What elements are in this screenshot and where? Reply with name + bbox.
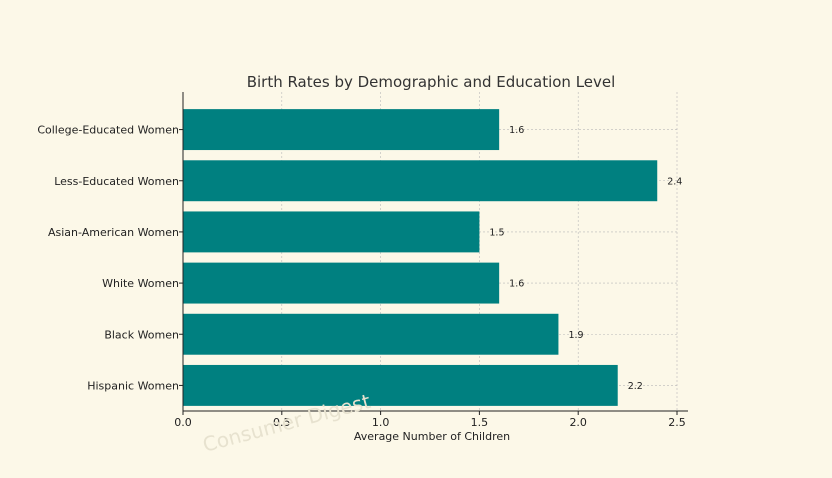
bar — [183, 160, 658, 202]
bar — [183, 211, 480, 253]
x-tick-label: 0.0 — [174, 416, 192, 429]
bar — [183, 364, 618, 406]
bars — [183, 109, 658, 406]
data-label: 1.6 — [509, 125, 524, 136]
x-axis-label: Average Number of Children — [354, 430, 510, 443]
category-label: Asian-American Women — [48, 226, 179, 239]
bar — [183, 109, 500, 151]
data-label: 2.2 — [628, 381, 643, 392]
data-label: 1.9 — [568, 330, 583, 341]
x-tick-label: 1.0 — [372, 416, 390, 429]
category-label: Hispanic Women — [87, 379, 179, 392]
category-label: Less-Educated Women — [54, 175, 179, 188]
x-tick-label: 2.0 — [569, 416, 587, 429]
data-label: 2.4 — [667, 176, 682, 187]
x-tick-label: 1.5 — [471, 416, 489, 429]
x-tick-label: 0.5 — [273, 416, 291, 429]
chart-title: Birth Rates by Demographic and Education… — [247, 73, 616, 91]
bar — [183, 313, 559, 355]
category-label: Black Women — [104, 328, 179, 341]
category-label: College-Educated Women — [37, 124, 179, 137]
category-label: White Women — [102, 277, 179, 290]
x-tick-label: 2.5 — [668, 416, 686, 429]
data-label: 1.5 — [489, 227, 504, 238]
data-label: 1.6 — [509, 279, 524, 290]
axes — [182, 92, 688, 412]
bar — [183, 262, 500, 304]
labels: 0.0 0.5 1.0 1.5 2.0 2.5 College-Educated Women… — [37, 124, 685, 429]
